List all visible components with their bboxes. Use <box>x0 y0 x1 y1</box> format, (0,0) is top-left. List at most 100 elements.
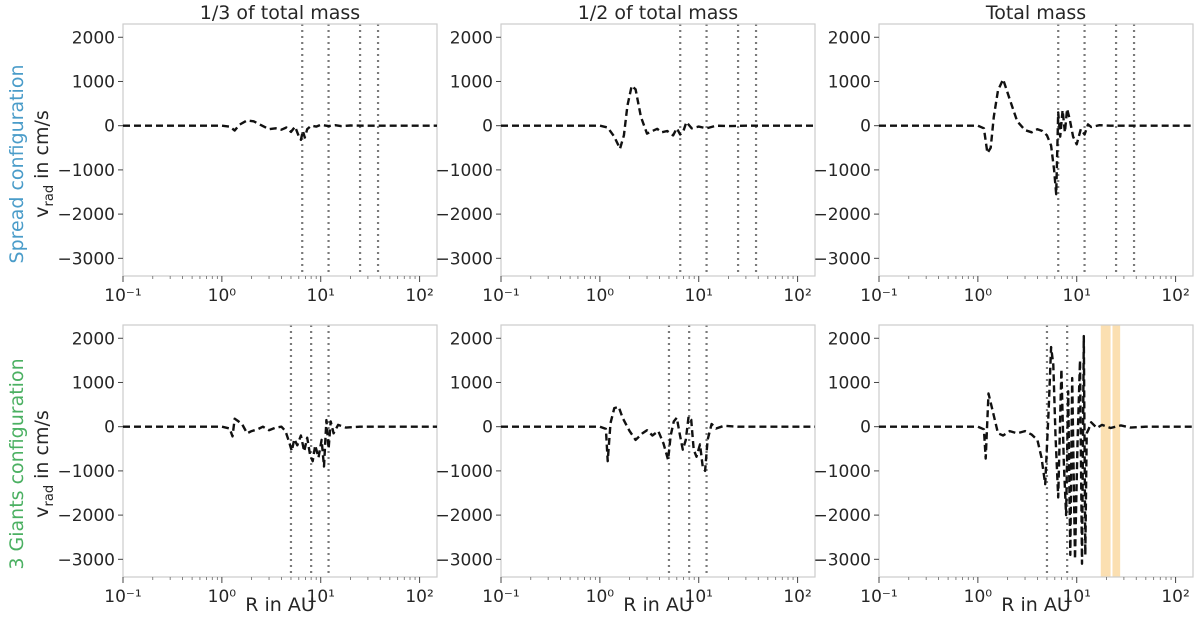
panel-0-2: 2000 1000 0 −1000 −2000 −3000 10⁻¹ 10⁰ 10¹ 10² Tot… <box>813 2 1194 306</box>
xtick-label: 10² <box>783 286 811 306</box>
ytick-label: −1000 <box>435 462 493 482</box>
ylabel-sub: rad <box>42 485 57 507</box>
xtick-label: 10⁻¹ <box>104 286 141 306</box>
ytick-label: 1000 <box>828 373 871 393</box>
xtick-label: 10⁻¹ <box>860 587 897 607</box>
ytick-label: −3000 <box>57 550 115 570</box>
panel-0-0: 2000 1000 0 −1000 −2000 −3000 10⁻¹ 10⁰ 10¹ 10² 1/3… <box>57 2 438 306</box>
xtick-label: 10⁻¹ <box>482 587 519 607</box>
ytick-label: −1000 <box>813 462 871 482</box>
ytick-label: 0 <box>104 418 115 438</box>
ytick-label: 2000 <box>450 28 493 48</box>
xtick-label: 10² <box>405 587 433 607</box>
ylabel-rest: in cm/s <box>31 110 53 185</box>
ytick-label: −2000 <box>435 506 493 526</box>
ytick-label: −1000 <box>813 161 871 181</box>
ytick-label: 2000 <box>72 28 115 48</box>
xtick-label: 10² <box>1161 587 1189 607</box>
panel-1-1: 2000 1000 0 −1000 −2000 −3000 10⁻¹ 10⁰ 10¹ 10² <box>435 324 816 607</box>
shaded-band <box>1100 325 1111 577</box>
panel-title: 1/2 of total mass <box>578 2 738 24</box>
ylabel-v: v <box>31 506 53 517</box>
xtick-label: 10¹ <box>307 286 335 306</box>
ytick-label: 0 <box>482 117 493 137</box>
ytick-label: −2000 <box>57 506 115 526</box>
ytick-label: 0 <box>860 117 871 137</box>
xtick-label: 10⁻¹ <box>482 286 519 306</box>
xtick-label: 10⁻¹ <box>860 286 897 306</box>
xtick-label: 10⁻¹ <box>104 587 141 607</box>
ytick-label: −2000 <box>435 205 493 225</box>
xtick-label: 10⁰ <box>964 587 993 607</box>
xtick-label: 10² <box>405 286 433 306</box>
axes-frame <box>878 23 1194 277</box>
ytick-label: −3000 <box>435 249 493 269</box>
ytick-label: 1000 <box>72 72 115 92</box>
ytick-label: 0 <box>482 418 493 438</box>
xtick-label: 10¹ <box>1063 286 1091 306</box>
ytick-label: 1000 <box>828 72 871 92</box>
xtick-label: 10² <box>783 587 811 607</box>
ytick-label: 2000 <box>450 329 493 349</box>
xtick-label: 10⁰ <box>208 286 237 306</box>
row-label-giants: 3 Giants configuration <box>6 358 28 569</box>
vrad-series-line <box>879 78 1193 196</box>
ylabel-rest: in cm/s <box>31 410 53 485</box>
vrad-series-line <box>501 405 815 473</box>
ytick-label: −3000 <box>435 550 493 570</box>
row-label-spread-prefix: Spread configuration <box>6 65 28 264</box>
ytick-label: −1000 <box>435 161 493 181</box>
ytick-label: −2000 <box>813 506 871 526</box>
panel-1-0: 2000 1000 0 −1000 −2000 −3000 10⁻¹ 10⁰ 10¹ 10² <box>57 324 438 607</box>
panel-1-2: 2000 1000 0 −1000 −2000 −3000 10⁻¹ 10⁰ 10¹ 10² <box>813 324 1194 607</box>
ytick-label: −3000 <box>813 550 871 570</box>
ylabel-row1-text: vrad in cm/s <box>31 410 57 517</box>
ytick-label: 2000 <box>72 329 115 349</box>
vrad-series-line <box>123 119 437 142</box>
vrad-series-line <box>879 334 1193 565</box>
xlabel-col2: R in AU <box>1001 594 1071 616</box>
axes-frame <box>122 324 438 578</box>
xtick-label: 10¹ <box>685 587 713 607</box>
ytick-label: 1000 <box>450 72 493 92</box>
ylabel-v: v <box>31 206 53 217</box>
ylabel-row0-text: vrad in cm/s <box>31 110 57 217</box>
ytick-label: 0 <box>104 117 115 137</box>
ytick-label: 2000 <box>828 329 871 349</box>
row-label-giants-prefix: 3 Giants configuration <box>6 358 28 569</box>
ytick-label: 1000 <box>72 373 115 393</box>
xtick-label: 10² <box>1161 286 1189 306</box>
xlabel-col1: R in AU <box>623 594 693 616</box>
xlabel-col0: R in AU <box>245 594 315 616</box>
row-label-spread-text: Spread configuration <box>6 65 28 264</box>
ylabel-row0: vrad in cm/s <box>31 110 57 217</box>
shaded-band <box>1112 325 1121 577</box>
ylabel-row1: vrad in cm/s <box>31 410 57 517</box>
panel-title: 1/3 of total mass <box>200 2 360 24</box>
ytick-label: 1000 <box>450 373 493 393</box>
xtick-label: 10⁰ <box>208 587 237 607</box>
ytick-label: 2000 <box>828 28 871 48</box>
xtick-label: 10¹ <box>685 286 713 306</box>
panel-0-1: 2000 1000 0 −1000 −2000 −3000 10⁻¹ 10⁰ 10¹ 10² 1/2… <box>435 2 816 306</box>
axes-frame <box>500 324 816 578</box>
ytick-label: −1000 <box>57 462 115 482</box>
axes-frame <box>878 324 1194 578</box>
ylabel-sub: rad <box>42 185 57 207</box>
xtick-label: 10¹ <box>1063 587 1091 607</box>
ytick-label: −1000 <box>57 161 115 181</box>
vrad-series-line <box>501 84 815 150</box>
axes-frame <box>500 23 816 277</box>
xtick-label: 10⁰ <box>964 286 993 306</box>
panels: 2000 1000 0 −1000 −2000 −3000 10⁻¹ 10⁰ 10¹ 10² 1/3… <box>57 2 1194 607</box>
vrad-series-line <box>123 417 437 468</box>
row-label-spread: Spread configuration <box>6 65 28 264</box>
ytick-label: −3000 <box>813 249 871 269</box>
axes-frame <box>122 23 438 277</box>
ytick-label: −2000 <box>813 205 871 225</box>
ytick-label: 0 <box>860 418 871 438</box>
panel-title: Total mass <box>985 2 1086 24</box>
xtick-label: 10¹ <box>307 587 335 607</box>
xtick-label: 10⁰ <box>586 587 615 607</box>
